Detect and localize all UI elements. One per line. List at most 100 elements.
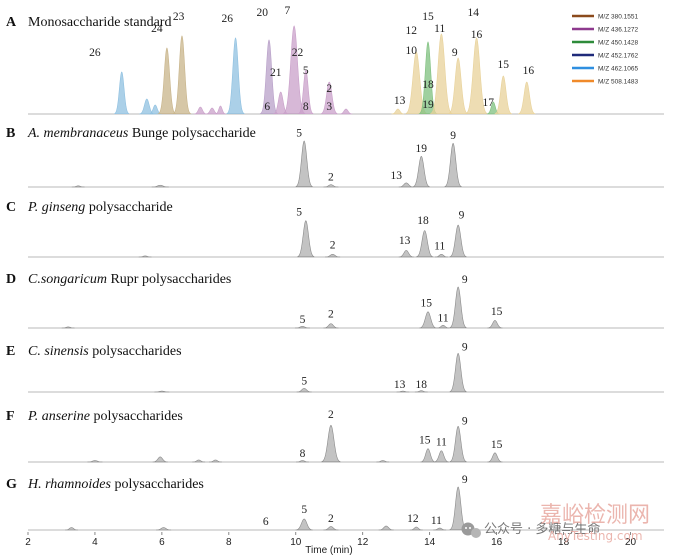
panel-letter: C xyxy=(6,200,16,215)
chromatogram-peak xyxy=(433,527,447,531)
chromatogram-peak xyxy=(323,323,339,329)
watermark-brand-en: AnyTesting.com xyxy=(548,529,643,543)
peak-label: 2 xyxy=(326,83,332,95)
chromatogram-peak xyxy=(151,184,169,188)
chromatogram-peak xyxy=(323,526,339,531)
panel-b: B A. membranaceus Bunge polysaccharide 5 2 1… xyxy=(6,126,664,188)
peak-label: 6 xyxy=(263,516,269,528)
peak-label: 14 xyxy=(467,7,479,19)
x-tick-label: 12 xyxy=(357,537,369,548)
peak-label: 17 xyxy=(483,97,495,109)
chromatogram-peak xyxy=(518,81,536,115)
chromatogram-peak xyxy=(325,253,341,258)
chromatogram-peak xyxy=(449,352,467,393)
peak-label: 26 xyxy=(221,13,233,25)
peak-label: 2 xyxy=(328,409,334,421)
x-axis: 2 4 6 8 10 12 14 16 18 20 xyxy=(25,532,637,548)
wechat-icon xyxy=(461,522,481,538)
chromatogram-peak xyxy=(434,253,448,258)
panel-title: C. sinensis polysaccharides xyxy=(28,344,182,359)
chromatogram-peak xyxy=(378,525,394,531)
peak-label: 23 xyxy=(173,11,185,23)
peak-label: 20 xyxy=(257,7,269,19)
legend-label: M/Z 452.1762 xyxy=(598,52,638,59)
panel-f: F P. anserine polysaccharides 8 2 15 11 9 15 xyxy=(6,409,664,463)
chromatogram-peak xyxy=(414,390,428,393)
x-tick-label: 6 xyxy=(159,537,165,548)
x-tick-label: 18 xyxy=(558,537,570,548)
x-tick-label: 20 xyxy=(625,537,637,548)
legend-item: M/Z 462.1065 xyxy=(572,65,638,72)
x-tick-label: 4 xyxy=(92,537,98,548)
peak-label: 15 xyxy=(422,11,434,23)
peak-label: 15 xyxy=(491,439,503,451)
legend-item: M/Z 508.1483 xyxy=(572,78,638,85)
chromatogram-peak xyxy=(420,448,436,463)
chromatogram-peak xyxy=(323,184,339,188)
peak-label: 18 xyxy=(417,215,429,227)
chromatogram-peak xyxy=(339,108,353,115)
chromatogram-peak xyxy=(449,286,467,329)
chromatogram-peak xyxy=(396,390,410,393)
panel-letter: B xyxy=(6,126,15,141)
peak-label: 11 xyxy=(436,437,447,449)
chromatogram-peak xyxy=(295,518,313,531)
chromatogram-peak xyxy=(156,527,172,531)
x-tick-label: 14 xyxy=(424,537,436,548)
chromatogram-peak xyxy=(429,33,454,114)
chromatogram-peak xyxy=(444,142,462,188)
peak-label: 24 xyxy=(151,23,163,35)
chromatogram-peak xyxy=(436,324,450,329)
chromatogram-peak xyxy=(215,105,226,115)
peak-label: 5 xyxy=(296,128,302,140)
panel-title: P. anserine polysaccharides xyxy=(27,409,183,424)
chromatogram-peak xyxy=(398,250,414,258)
chromatogram-peak xyxy=(433,450,449,463)
peak-label: 2 xyxy=(328,308,334,320)
chart-legend: M/Z 380.1551 M/Z 436.1272 M/Z 450.1428 M/Z … xyxy=(572,13,638,85)
peak-label: 26 xyxy=(89,47,101,59)
panel-letter: F xyxy=(6,409,15,424)
peak-label: 9 xyxy=(462,274,468,286)
peak-label: 11 xyxy=(431,515,442,527)
chromatogram-peak xyxy=(154,390,170,393)
peak-label: 11 xyxy=(438,313,449,325)
chromatogram-peak xyxy=(494,75,512,115)
peak-label: 5 xyxy=(301,376,307,388)
x-tick-label: 8 xyxy=(226,537,232,548)
chromatogram-peak xyxy=(209,459,222,463)
chromatogram-peak xyxy=(297,220,315,258)
panel-letter: D xyxy=(6,272,16,287)
x-tick-label: 10 xyxy=(290,537,302,548)
chromatogram-peak xyxy=(193,106,207,115)
chromatogram-peak xyxy=(138,255,152,258)
legend-label: M/Z 436.1272 xyxy=(598,26,638,33)
legend-item: M/Z 436.1272 xyxy=(572,26,638,33)
watermark: 公众号 · 多糖与生命 嘉峪检测网 AnyTesting.com xyxy=(461,503,650,543)
panel-title: Monosaccharide standard xyxy=(28,15,171,30)
chromatogram-peak xyxy=(172,35,192,114)
peak-label: 16 xyxy=(523,65,535,77)
peak-label: 2 xyxy=(328,513,334,525)
chromatogram-peak xyxy=(296,460,309,463)
chromatogram-peak xyxy=(61,326,75,329)
peak-label: 8 xyxy=(303,101,309,113)
watermark-brand-cn: 嘉峪检测网 xyxy=(540,503,650,528)
legend-label: M/Z 508.1483 xyxy=(598,78,638,85)
peak-label: 10 xyxy=(406,45,418,57)
peak-label: 9 xyxy=(450,130,456,142)
peak-label: 2 xyxy=(328,171,334,183)
peak-label: 13 xyxy=(394,379,406,391)
chromatogram-peak xyxy=(294,326,310,329)
legend-label: M/Z 380.1551 xyxy=(598,13,638,20)
panel-letter: A xyxy=(6,15,17,30)
chromatogram-peak xyxy=(321,424,341,463)
chromatogram-peak xyxy=(376,460,390,463)
panel-title: A. membranaceus Bunge polysaccharide xyxy=(27,126,256,141)
chromatogram-peak xyxy=(448,57,468,114)
x-axis-label: Time (min) xyxy=(305,545,352,556)
x-tick-label: 16 xyxy=(491,537,503,548)
peak-label: 18 xyxy=(416,379,428,391)
